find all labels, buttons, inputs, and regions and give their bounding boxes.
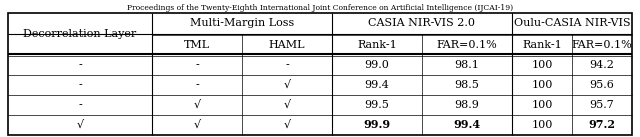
Text: √: √ [76, 120, 84, 130]
Text: 97.2: 97.2 [589, 119, 616, 131]
Text: 100: 100 [531, 80, 553, 90]
Text: √: √ [193, 120, 200, 130]
Text: -: - [78, 80, 82, 90]
Text: √: √ [284, 100, 291, 110]
Text: TML: TML [184, 39, 210, 49]
Text: √: √ [284, 120, 291, 130]
Text: -: - [195, 80, 199, 90]
Text: 98.5: 98.5 [454, 80, 479, 90]
Text: Proceedings of the Twenty-Eighth International Joint Conference on Artificial In: Proceedings of the Twenty-Eighth Interna… [127, 4, 513, 12]
Text: 100: 100 [531, 120, 553, 130]
Text: √: √ [284, 80, 291, 90]
Bar [8, 13, 632, 135]
Text: Oulu-CASIA NIR-VIS: Oulu-CASIA NIR-VIS [514, 18, 630, 28]
Text: 98.1: 98.1 [454, 60, 479, 70]
Text: -: - [285, 60, 289, 70]
Text: CASIA NIR-VIS 2.0: CASIA NIR-VIS 2.0 [369, 18, 476, 28]
Text: Multi-Margin Loss: Multi-Margin Loss [190, 18, 294, 28]
Text: 98.9: 98.9 [454, 100, 479, 110]
Text: 99.4: 99.4 [365, 80, 389, 90]
Text: 100: 100 [531, 60, 553, 70]
Text: HAML: HAML [269, 39, 305, 49]
Text: 99.0: 99.0 [365, 60, 389, 70]
Text: 95.6: 95.6 [589, 80, 614, 90]
Text: Decorrelation Layer: Decorrelation Layer [24, 29, 136, 39]
Text: √: √ [193, 100, 200, 110]
Text: FAR=0.1%: FAR=0.1% [436, 39, 497, 49]
Text: Rank-1: Rank-1 [357, 39, 397, 49]
Text: 99.4: 99.4 [453, 119, 481, 131]
Text: -: - [78, 60, 82, 70]
Text: 99.9: 99.9 [364, 119, 390, 131]
Text: Rank-1: Rank-1 [522, 39, 562, 49]
Text: -: - [195, 60, 199, 70]
Text: -: - [78, 100, 82, 110]
Text: 99.5: 99.5 [365, 100, 389, 110]
Text: 94.2: 94.2 [589, 60, 614, 70]
Text: 95.7: 95.7 [589, 100, 614, 110]
Text: 100: 100 [531, 100, 553, 110]
Text: FAR=0.1%: FAR=0.1% [572, 39, 632, 49]
